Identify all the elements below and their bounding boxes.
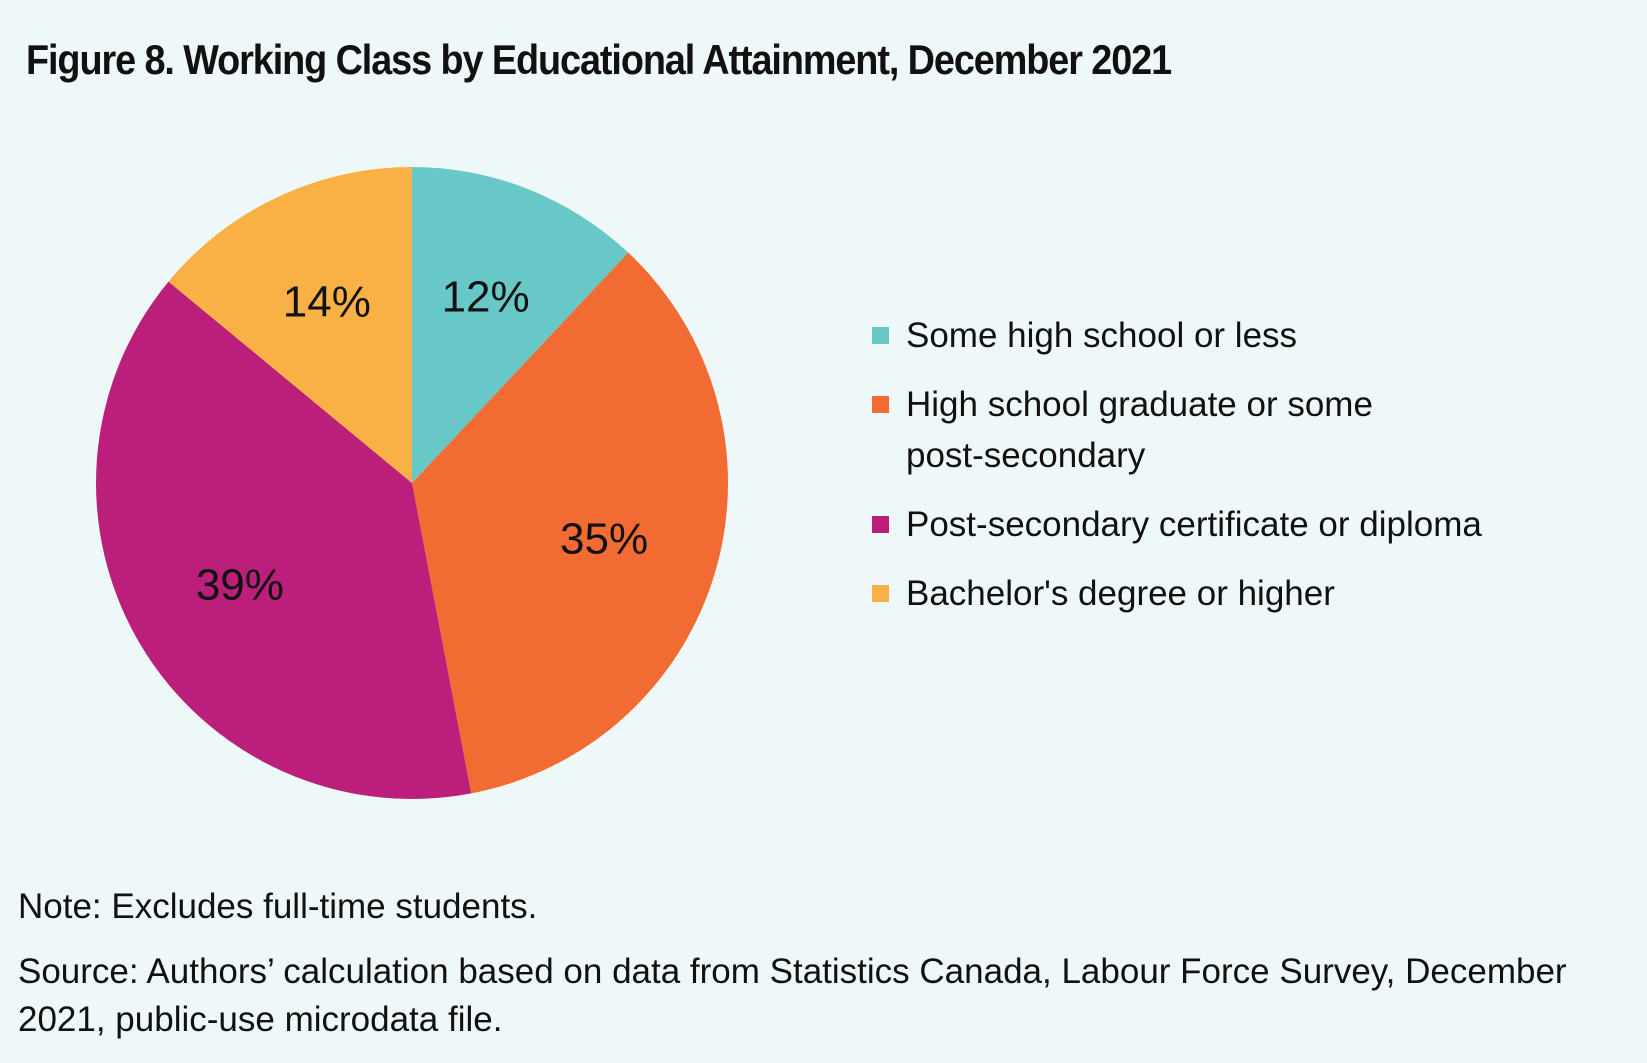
legend-item-some-high-school: Some high school or less — [872, 310, 1572, 361]
pie-slice-2 — [95, 281, 472, 800]
pie-slice-label-1: 35% — [560, 514, 648, 563]
pie-slice-1 — [412, 252, 729, 794]
legend-swatch — [872, 585, 889, 602]
legend: Some high school or less High school gra… — [872, 310, 1572, 637]
legend-swatch — [872, 327, 889, 344]
legend-item-high-school-graduate: High school graduate or some post-second… — [872, 379, 1572, 481]
legend-label: High school graduate or some post-second… — [906, 385, 1373, 475]
legend-label: Bachelor's degree or higher — [906, 574, 1335, 613]
pie-slice-0 — [412, 167, 629, 483]
chart-note: Note: Excludes full-time students. — [18, 887, 538, 926]
pie-slice-label-3: 14% — [283, 278, 371, 327]
legend-label: Post-secondary certificate or diploma — [906, 505, 1482, 544]
pie-slice-label-2: 39% — [196, 560, 284, 609]
legend-item-bachelors-degree: Bachelor's degree or higher — [872, 568, 1572, 619]
legend-label: Some high school or less — [906, 316, 1298, 355]
chart-title: Figure 8. Working Class by Educational A… — [26, 36, 1172, 83]
legend-swatch — [872, 516, 889, 533]
pie-slice-3 — [168, 167, 412, 483]
pie-chart: 12% 35% 39% 14% — [95, 167, 729, 800]
pie-slice-label-0: 12% — [442, 273, 530, 322]
legend-swatch — [872, 396, 889, 413]
chart-source: Source: Authors’ calculation based on da… — [18, 952, 1567, 1039]
legend-item-post-secondary-certificate: Post-secondary certificate or diploma — [872, 499, 1572, 550]
